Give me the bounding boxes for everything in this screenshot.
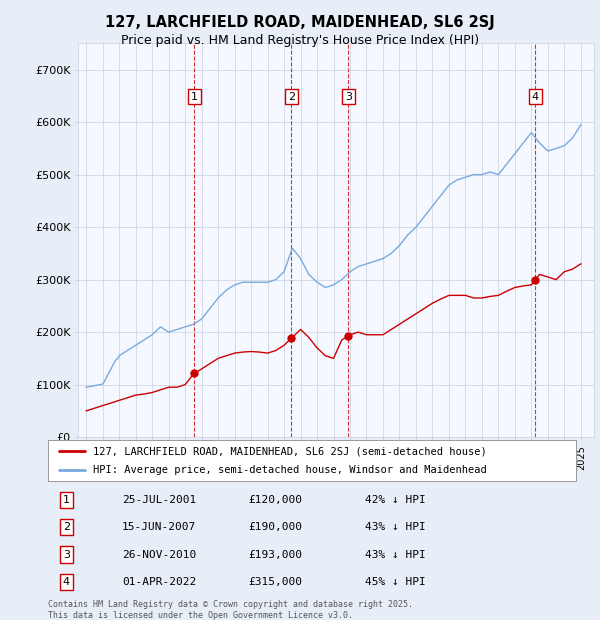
Text: HPI: Average price, semi-detached house, Windsor and Maidenhead: HPI: Average price, semi-detached house,… xyxy=(93,464,487,475)
Text: 127, LARCHFIELD ROAD, MAIDENHEAD, SL6 2SJ: 127, LARCHFIELD ROAD, MAIDENHEAD, SL6 2S… xyxy=(105,16,495,30)
Text: £315,000: £315,000 xyxy=(248,577,302,587)
Text: 45% ↓ HPI: 45% ↓ HPI xyxy=(365,577,425,587)
Text: 3: 3 xyxy=(345,92,352,102)
Text: 43% ↓ HPI: 43% ↓ HPI xyxy=(365,549,425,559)
Text: 127, LARCHFIELD ROAD, MAIDENHEAD, SL6 2SJ (semi-detached house): 127, LARCHFIELD ROAD, MAIDENHEAD, SL6 2S… xyxy=(93,446,487,456)
Text: 25-JUL-2001: 25-JUL-2001 xyxy=(122,495,196,505)
Text: 42% ↓ HPI: 42% ↓ HPI xyxy=(365,495,425,505)
Text: 2: 2 xyxy=(63,523,70,533)
Text: 3: 3 xyxy=(63,549,70,559)
Text: Contains HM Land Registry data © Crown copyright and database right 2025.
This d: Contains HM Land Registry data © Crown c… xyxy=(48,600,413,619)
Text: 1: 1 xyxy=(63,495,70,505)
Text: Price paid vs. HM Land Registry's House Price Index (HPI): Price paid vs. HM Land Registry's House … xyxy=(121,34,479,47)
Text: 4: 4 xyxy=(532,92,539,102)
Text: 43% ↓ HPI: 43% ↓ HPI xyxy=(365,523,425,533)
Text: £193,000: £193,000 xyxy=(248,549,302,559)
Text: £120,000: £120,000 xyxy=(248,495,302,505)
Text: 01-APR-2022: 01-APR-2022 xyxy=(122,577,196,587)
Text: 15-JUN-2007: 15-JUN-2007 xyxy=(122,523,196,533)
Text: £190,000: £190,000 xyxy=(248,523,302,533)
Text: 2: 2 xyxy=(288,92,295,102)
Text: 26-NOV-2010: 26-NOV-2010 xyxy=(122,549,196,559)
Text: 4: 4 xyxy=(63,577,70,587)
Text: 1: 1 xyxy=(191,92,198,102)
